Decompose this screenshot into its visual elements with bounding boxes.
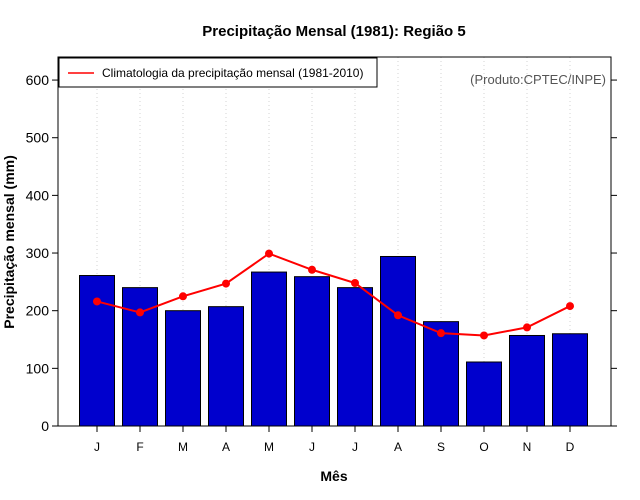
y-tick-label: 0 (41, 418, 49, 434)
bar-8 (380, 255, 416, 427)
x-tick-label: J (94, 440, 100, 454)
climatology-point-9 (437, 329, 445, 338)
x-tick-label: M (178, 440, 188, 454)
x-tick-label: F (136, 440, 143, 454)
y-axis-label: Precipitação mensal (mm) (1, 155, 17, 329)
x-tick-label: A (394, 440, 402, 454)
plot-frame (57, 56, 612, 427)
bar-5 (251, 271, 287, 427)
climatology-point-11 (523, 323, 531, 332)
climatology-point-1 (93, 297, 101, 306)
x-tick-label: S (437, 440, 445, 454)
y-tick-label: 100 (26, 360, 50, 376)
y-tick-label: 300 (26, 245, 50, 261)
legend: Climatologia da precipitação mensal (198… (58, 57, 378, 88)
climatology-point-8 (394, 311, 402, 320)
climatology-point-7 (351, 279, 359, 288)
climatology-point-2 (136, 308, 144, 317)
bar-series (79, 255, 588, 427)
bar-9 (423, 321, 459, 427)
legend-label: Climatologia da precipitação mensal (198… (102, 66, 363, 80)
x-tick-label: N (523, 440, 532, 454)
climatology-point-3 (179, 292, 187, 301)
x-tick-label: J (309, 440, 315, 454)
bar-7 (337, 287, 373, 427)
bar-11 (509, 334, 545, 427)
y-tick-label: 500 (26, 130, 50, 146)
x-axis-label: Mês (320, 468, 347, 484)
climatology-point-5 (265, 249, 273, 258)
line-series (93, 249, 574, 340)
climatology-point-10 (480, 331, 488, 340)
y-axis: 0 100 200 300 400 500 600 (26, 72, 617, 434)
x-tick-label: A (222, 440, 230, 454)
bar-3 (165, 310, 201, 427)
x-tick-label: D (566, 440, 575, 454)
y-tick-label: 200 (26, 303, 50, 319)
y-tick-label: 600 (26, 72, 50, 88)
chart-title: Precipitação Mensal (1981): Região 5 (202, 23, 465, 40)
y-tick-label: 400 (26, 187, 50, 203)
climatology-point-6 (308, 265, 316, 274)
credit-annotation: (Produto:CPTEC/INPE) (470, 72, 606, 87)
bar-10 (466, 361, 502, 427)
climatology-point-12 (566, 302, 574, 311)
climatology-point-4 (222, 279, 230, 288)
bar-12 (552, 333, 588, 427)
x-tick-label: J (352, 440, 358, 454)
bar-4 (208, 306, 244, 427)
grid-lines (96, 57, 571, 426)
x-tick-label: M (264, 440, 274, 454)
bar-6 (294, 276, 330, 427)
legend-box (58, 57, 378, 88)
climatology-line (96, 252, 571, 337)
x-tick-label: O (479, 440, 488, 454)
